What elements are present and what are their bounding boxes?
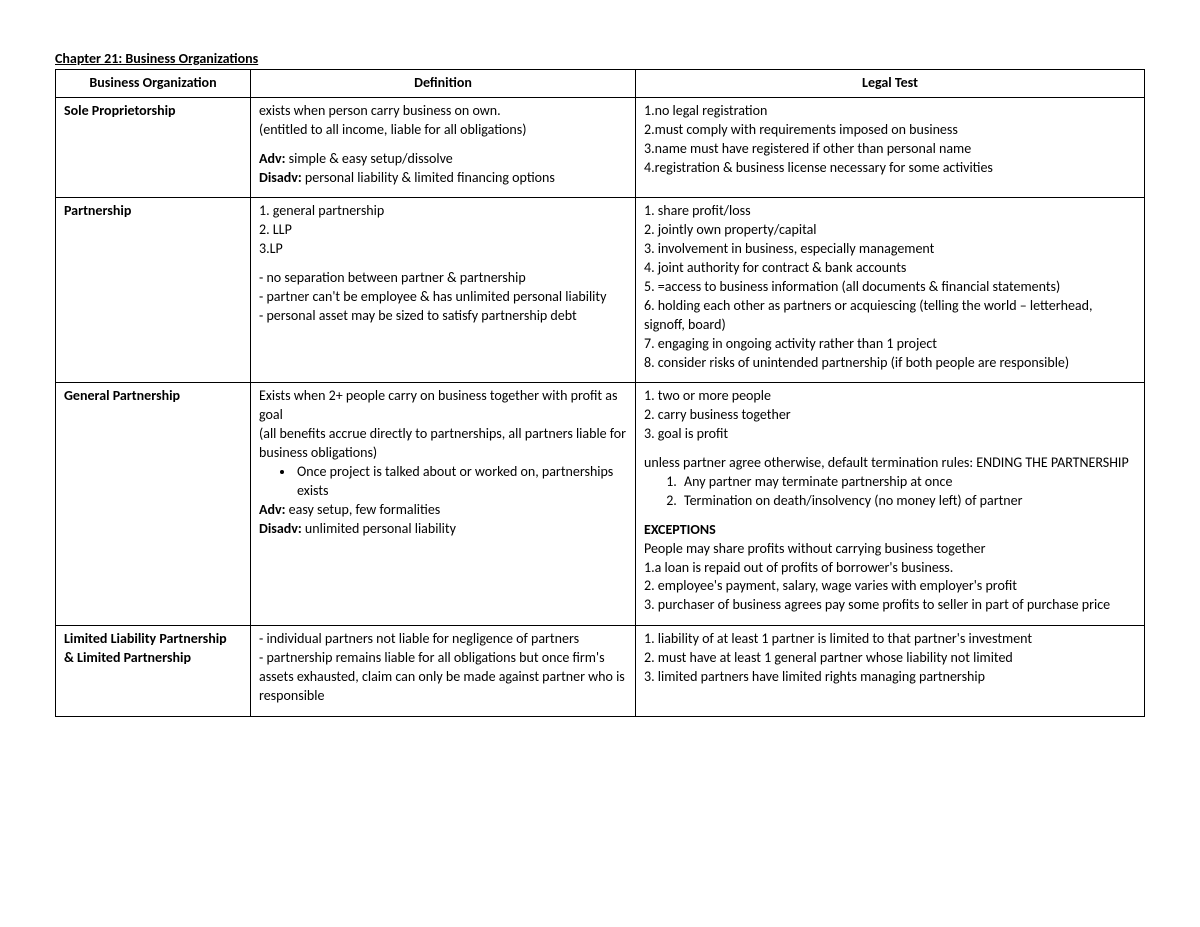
- org-name-sole: Sole Proprietorship: [56, 97, 251, 198]
- text: People may share profits without carryin…: [644, 540, 1136, 559]
- text: 7. engaging in ongoing activity rather t…: [644, 335, 1136, 354]
- list-item: Termination on death/insolvency (no mone…: [680, 492, 1136, 511]
- text: 3. goal is profit: [644, 425, 1136, 444]
- definition-cell: Exists when 2+ people carry on business …: [251, 383, 636, 626]
- definition-cell: - individual partners not liable for neg…: [251, 626, 636, 717]
- text: 6. holding each other as partners or acq…: [644, 297, 1136, 335]
- text: 3. limited partners have limited rights …: [644, 668, 1136, 687]
- text: 1. share profit/loss: [644, 202, 1136, 221]
- text: (all benefits accrue directly to partner…: [259, 425, 627, 463]
- text: (entitled to all income, liable for all …: [259, 121, 627, 140]
- text: 3. purchaser of business agrees pay some…: [644, 596, 1136, 615]
- text: simple & easy setup/dissolve: [285, 150, 452, 167]
- text: Adv: easy setup, few formalities: [259, 501, 627, 520]
- text: 4.registration & business license necess…: [644, 159, 1136, 178]
- definition-cell: 1. general partnership 2. LLP 3.LP - no …: [251, 198, 636, 383]
- adv-label: Adv:: [259, 501, 285, 518]
- legal-test-cell: 1. two or more people 2. carry business …: [636, 383, 1145, 626]
- org-name-general-partnership: General Partnership: [56, 383, 251, 626]
- text: 2. must have at least 1 general partner …: [644, 649, 1136, 668]
- table-row: Partnership 1. general partnership 2. LL…: [56, 198, 1145, 383]
- legal-test-cell: 1.no legal registration 2.must comply wi…: [636, 97, 1145, 198]
- text: 3. involvement in business, especially m…: [644, 240, 1136, 259]
- text: 1. liability of at least 1 partner is li…: [644, 630, 1136, 649]
- text: 1.a loan is repaid out of profits of bor…: [644, 559, 1136, 578]
- text: easy setup, few formalities: [285, 501, 440, 518]
- text: 2.must comply with requirements imposed …: [644, 121, 1136, 140]
- text: 2. carry business together: [644, 406, 1136, 425]
- text: - partnership remains liable for all obl…: [259, 649, 627, 706]
- text: 1. general partnership: [259, 202, 627, 221]
- text: 4. joint authority for contract & bank a…: [644, 259, 1136, 278]
- text: 2. LLP: [259, 221, 627, 240]
- text: unless partner agree otherwise, default …: [644, 454, 1136, 473]
- list-item: Once project is talked about or worked o…: [295, 463, 627, 501]
- text: - personal asset may be sized to satisfy…: [259, 307, 627, 326]
- text: Exists when 2+ people carry on business …: [259, 387, 627, 425]
- bullet-list: Once project is talked about or worked o…: [295, 463, 627, 501]
- text: Adv: simple & easy setup/dissolve: [259, 150, 627, 169]
- text: 3.LP: [259, 240, 627, 259]
- text: Disadv: personal liability & limited fin…: [259, 169, 627, 188]
- legal-test-cell: 1. share profit/loss 2. jointly own prop…: [636, 198, 1145, 383]
- org-table: Business Organization Definition Legal T…: [55, 69, 1145, 717]
- disadv-label: Disadv:: [259, 169, 302, 186]
- text: personal liability & limited financing o…: [302, 169, 555, 186]
- legal-test-cell: 1. liability of at least 1 partner is li…: [636, 626, 1145, 717]
- table-header-row: Business Organization Definition Legal T…: [56, 70, 1145, 98]
- termination-list: Any partner may terminate partnership at…: [680, 473, 1136, 511]
- list-item: Any partner may terminate partnership at…: [680, 473, 1136, 492]
- text: Disadv: unlimited personal liability: [259, 520, 627, 539]
- org-name-llp-lp: Limited Liability Partnership & Limited …: [56, 626, 251, 717]
- text: 2. jointly own property/capital: [644, 221, 1136, 240]
- text: 1. two or more people: [644, 387, 1136, 406]
- text: 5. =access to business information (all …: [644, 278, 1136, 297]
- text: 8. consider risks of unintended partners…: [644, 354, 1136, 373]
- table-row: Sole Proprietorship exists when person c…: [56, 97, 1145, 198]
- exceptions-heading: EXCEPTIONS: [644, 521, 1136, 540]
- org-name-partnership: Partnership: [56, 198, 251, 383]
- table-row: Limited Liability Partnership & Limited …: [56, 626, 1145, 717]
- text: & Limited Partnership: [64, 649, 242, 668]
- col-header-def: Definition: [251, 70, 636, 98]
- text: - no separation between partner & partne…: [259, 269, 627, 288]
- disadv-label: Disadv:: [259, 520, 302, 537]
- col-header-org: Business Organization: [56, 70, 251, 98]
- text: Limited Liability Partnership: [64, 630, 242, 649]
- text: 3.name must have registered if other tha…: [644, 140, 1136, 159]
- definition-cell: exists when person carry business on own…: [251, 97, 636, 198]
- col-header-legal: Legal Test: [636, 70, 1145, 98]
- text: - individual partners not liable for neg…: [259, 630, 627, 649]
- adv-label: Adv:: [259, 150, 285, 167]
- chapter-title: Chapter 21: Business Organizations: [55, 50, 1145, 67]
- text: 2. employee's payment, salary, wage vari…: [644, 577, 1136, 596]
- text: exists when person carry business on own…: [259, 102, 627, 121]
- text: unlimited personal liability: [302, 520, 456, 537]
- text: 1.no legal registration: [644, 102, 1136, 121]
- text: - partner can't be employee & has unlimi…: [259, 288, 627, 307]
- table-row: General Partnership Exists when 2+ peopl…: [56, 383, 1145, 626]
